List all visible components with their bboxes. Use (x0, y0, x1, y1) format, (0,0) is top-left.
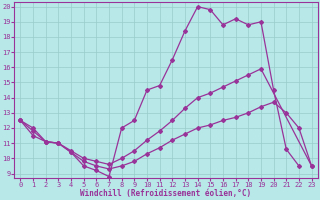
X-axis label: Windchill (Refroidissement éolien,°C): Windchill (Refroidissement éolien,°C) (80, 189, 252, 198)
